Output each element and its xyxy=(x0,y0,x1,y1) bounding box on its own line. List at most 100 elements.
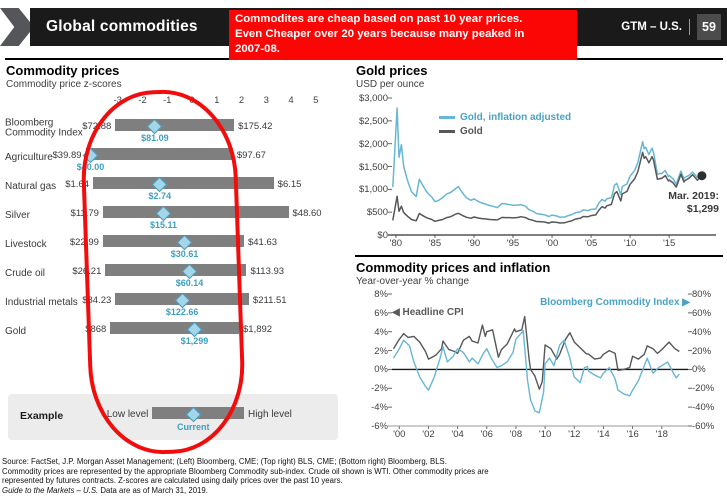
gold-y-tick-label: $1,500 xyxy=(358,161,388,173)
inflation-panel-title: Commodity prices and inflation xyxy=(356,260,551,275)
zscore-row: Gold $868 $1,892 $1,299 xyxy=(5,317,345,346)
gold-y-tick-label: $1,000 xyxy=(358,184,388,196)
inflation-x-tick-label: '14 xyxy=(597,429,610,440)
gold-end-annotation-date: Mar. 2019: xyxy=(668,190,719,202)
gold-series-line-0 xyxy=(392,107,702,218)
current-value-label: $81.09 xyxy=(141,132,169,143)
legend-item: Gold xyxy=(439,124,571,138)
inflation-left-tick-label: 0% xyxy=(374,364,388,376)
inflation-right-tick-label: 20% xyxy=(692,345,712,357)
inflation-left-tick-label: 2% xyxy=(374,345,388,357)
zscore-panel-subtitle: Commodity price z-scores xyxy=(6,79,122,90)
z-axis-tick: 0 xyxy=(189,95,195,106)
gold-x-tick-label: '10 xyxy=(623,238,637,249)
gold-end-dot xyxy=(697,171,707,181)
low-value-label: $868 xyxy=(85,324,107,335)
high-value-label: $97.67 xyxy=(236,150,266,161)
inflation-right-tick-label: -40% xyxy=(692,402,715,414)
zscore-row: Agriculture $39.89 $97.67 $40.00 xyxy=(5,143,345,172)
legend-label-inflation-adjusted: Gold, inflation adjusted xyxy=(460,111,572,123)
low-value-label: $26.21 xyxy=(72,266,102,277)
range-bar xyxy=(102,206,289,218)
inflation-left-tick-label: 6% xyxy=(374,307,388,319)
inflation-right-tick-label: 0% xyxy=(692,364,706,376)
source-footnote: Source: FactSet, J.P. Morgan Asset Manag… xyxy=(2,457,725,495)
gtm-label-group: GTM – U.S. 59 xyxy=(621,8,721,46)
inflation-left-tick-label: -6% xyxy=(371,421,388,432)
range-bar xyxy=(105,264,247,276)
footnote-line: represented by futures contracts. Z-scor… xyxy=(2,476,343,486)
row-label: Crude oil xyxy=(5,267,46,279)
row-label: Silver xyxy=(5,209,31,221)
inflation-panel: Commodity prices and inflation Year-over… xyxy=(355,255,723,449)
gold-y-tick-label: $500 xyxy=(366,207,388,219)
gold-y-tick-label: $2,500 xyxy=(358,115,388,127)
inflation-series-line-1 xyxy=(392,330,680,414)
current-value-label: $1,299 xyxy=(180,335,209,346)
range-bar xyxy=(110,322,239,334)
high-value-label: $113.93 xyxy=(250,266,285,277)
inflation-panel-subtitle: Year-over-year % change xyxy=(356,276,470,287)
row-label: Gold xyxy=(5,325,27,337)
range-bar xyxy=(102,235,244,247)
inflation-line-chart xyxy=(388,293,692,429)
high-value-label: $6.15 xyxy=(277,179,302,190)
inflation-left-tick-label: 4% xyxy=(374,326,388,338)
legend-swatch-inflation-adjusted xyxy=(439,115,455,119)
legend-swatch-gold xyxy=(439,129,455,133)
annotation-line: 2007-08. xyxy=(235,43,280,56)
example-title: Example xyxy=(20,410,64,422)
legend-label-gold: Gold xyxy=(460,125,483,137)
gtm-divider xyxy=(689,19,690,35)
gold-x-tick-label: '15 xyxy=(662,238,676,249)
inflation-x-tick-label: '00 xyxy=(393,429,406,440)
annotation-line: Commodites are cheap based on past 10 ye… xyxy=(235,13,523,25)
zscore-row: Livestock $22.99 $41.63 $30.61 xyxy=(5,230,345,259)
data-as-of: Data are as of March 31, 2019. xyxy=(98,485,208,495)
legend-item: Gold, inflation adjusted xyxy=(439,110,571,124)
inflation-right-tick-label: 40% xyxy=(692,326,712,338)
inflation-x-tick-label: '12 xyxy=(568,429,581,440)
zscore-row: Natural gas $1.64 $6.15 $2.74 xyxy=(5,172,345,201)
current-value-label: $2.74 xyxy=(148,190,172,201)
gold-x-tick-label: '85 xyxy=(428,238,442,249)
row-label: Industrial metals xyxy=(5,296,78,308)
low-value-label: $11.79 xyxy=(70,208,99,219)
high-value-label: $1,892 xyxy=(243,324,273,335)
red-annotation-note: Commodites are cheap based on past 10 ye… xyxy=(229,10,577,60)
zscore-axis: -3 -2 -1 0 1 2 3 4 5 xyxy=(5,95,345,107)
inflation-x-tick-label: '16 xyxy=(626,429,639,440)
current-value-label: $40.00 xyxy=(76,161,105,172)
current-value-label: $122.66 xyxy=(165,306,199,317)
zscore-rows: Bloomberg Commodity Index $72.88 $175.42 $8… xyxy=(5,114,345,348)
bloomberg-commodity-series-label: Bloomberg Commodity Index ▶ xyxy=(540,297,690,308)
gold-y-tick-label: $2,000 xyxy=(358,138,388,150)
row-label: Natural gas xyxy=(5,180,57,192)
range-bar xyxy=(115,119,235,131)
gold-x-tick-label: '05 xyxy=(584,238,598,249)
row-label: Agriculture xyxy=(5,151,53,163)
header-chevron-icon xyxy=(0,8,34,46)
z-axis-tick: -3 xyxy=(113,95,122,106)
commodity-zscore-panel: Commodity prices Commodity price z-score… xyxy=(5,58,345,460)
high-value-label: $41.63 xyxy=(247,237,278,248)
inflation-right-tick-label: -60% xyxy=(692,421,715,432)
gold-x-tick-label: '00 xyxy=(545,238,559,249)
high-value-label: $48.60 xyxy=(292,208,322,219)
gold-y-tick-label: $0 xyxy=(377,230,388,241)
inflation-series-line-0 xyxy=(392,315,680,390)
low-value-label: $1.64 xyxy=(65,179,89,190)
range-bar xyxy=(85,148,233,160)
gold-prices-panel: Gold prices USD per ounce Gold, inflatio… xyxy=(355,58,723,258)
z-axis-tick: 2 xyxy=(238,95,245,106)
zscore-row: Bloomberg Commodity Index $72.88 $175.42 $8… xyxy=(5,114,345,143)
gold-legend: Gold, inflation adjusted Gold xyxy=(439,110,571,138)
zscore-panel-title: Commodity prices xyxy=(6,63,120,78)
footnote-line: Guide to the Markets – U.S. Data are as … xyxy=(2,486,725,496)
low-value-label: $84.23 xyxy=(82,295,112,306)
z-axis-tick: 3 xyxy=(263,95,269,106)
inflation-left-tick-label: 8% xyxy=(374,289,388,300)
high-value-label: $175.42 xyxy=(238,121,273,132)
inflation-right-tick-label: 80% xyxy=(692,289,712,300)
example-low-label: Low level xyxy=(106,409,149,420)
